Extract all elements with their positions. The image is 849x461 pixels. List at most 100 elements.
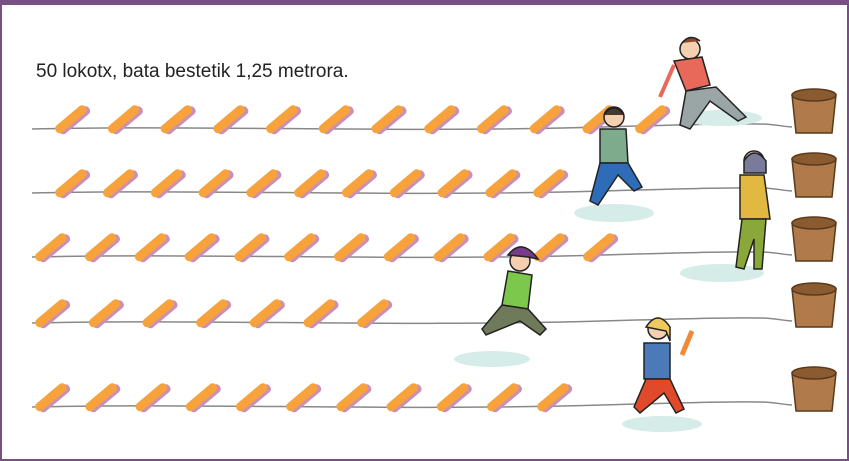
lane bbox=[32, 188, 792, 193]
shadow bbox=[454, 351, 530, 367]
shadow bbox=[680, 264, 764, 282]
carrot bbox=[581, 230, 619, 265]
carrot bbox=[382, 230, 420, 265]
carrot bbox=[633, 102, 671, 137]
shadow bbox=[622, 416, 702, 432]
carrot bbox=[33, 380, 71, 415]
basket-rim bbox=[792, 283, 836, 295]
carrot-body bbox=[141, 298, 176, 329]
carrot-body bbox=[106, 104, 141, 135]
carrot-body bbox=[581, 232, 616, 263]
carrot bbox=[53, 166, 91, 201]
carrot-body bbox=[302, 298, 337, 329]
carrot bbox=[106, 102, 144, 137]
carrots bbox=[33, 102, 671, 415]
carrot bbox=[133, 230, 171, 265]
basket bbox=[792, 153, 836, 197]
basket bbox=[792, 217, 836, 261]
carrot bbox=[149, 166, 187, 201]
carrot-body bbox=[84, 382, 119, 413]
carrot-body bbox=[317, 104, 352, 135]
carrot-body bbox=[134, 382, 169, 413]
caption: 50 lokotx, bata bestetik 1,25 metrora. bbox=[36, 61, 349, 83]
carrot bbox=[245, 166, 283, 201]
carrot bbox=[84, 380, 122, 415]
carrot bbox=[531, 166, 569, 201]
carrot bbox=[134, 380, 172, 415]
carrot-body bbox=[87, 298, 122, 329]
carrot-body bbox=[33, 232, 68, 263]
carrot-body bbox=[184, 382, 219, 413]
carrot bbox=[283, 230, 321, 265]
carrot-body bbox=[183, 232, 218, 263]
carrot-body bbox=[212, 104, 247, 135]
carrot bbox=[317, 102, 355, 137]
basket bbox=[792, 89, 836, 133]
carrot-body bbox=[423, 104, 458, 135]
carrot bbox=[435, 380, 473, 415]
carrot bbox=[33, 230, 71, 265]
carrot bbox=[83, 230, 121, 265]
carrot-body bbox=[355, 298, 390, 329]
carrot-body bbox=[245, 168, 280, 199]
carrot bbox=[184, 380, 222, 415]
basket bbox=[792, 283, 836, 327]
carrot-body bbox=[149, 168, 184, 199]
race-lanes bbox=[32, 124, 792, 407]
carrot bbox=[248, 296, 286, 331]
carrot-body bbox=[332, 232, 367, 263]
carrot-body bbox=[633, 104, 668, 135]
carrot-body bbox=[101, 168, 136, 199]
carrot-body bbox=[484, 168, 519, 199]
basket bbox=[792, 367, 836, 411]
carrot-body bbox=[485, 382, 520, 413]
carrot bbox=[475, 102, 513, 137]
carrot-body bbox=[83, 232, 118, 263]
carrot bbox=[385, 380, 423, 415]
carrot-body bbox=[53, 104, 88, 135]
carrot bbox=[141, 296, 179, 331]
carrot bbox=[264, 102, 302, 137]
carrot bbox=[484, 166, 522, 201]
carrot-body bbox=[53, 168, 88, 199]
carrot-body bbox=[531, 168, 566, 199]
carrot bbox=[528, 102, 566, 137]
carrot-body bbox=[340, 168, 375, 199]
carrot bbox=[194, 296, 232, 331]
carrot-body bbox=[283, 232, 318, 263]
carrot bbox=[212, 102, 250, 137]
baskets bbox=[792, 89, 836, 411]
carrot bbox=[183, 230, 221, 265]
carrot bbox=[33, 296, 71, 331]
carrot bbox=[340, 166, 378, 201]
carrot-body bbox=[475, 104, 510, 135]
carrot-body bbox=[33, 382, 68, 413]
carrot-body bbox=[33, 298, 68, 329]
carrot bbox=[485, 380, 523, 415]
carrot bbox=[436, 166, 474, 201]
carrot bbox=[370, 102, 408, 137]
carrot bbox=[292, 166, 330, 201]
child-blue bbox=[634, 318, 692, 413]
carrot-body bbox=[233, 232, 268, 263]
carrot-body bbox=[284, 382, 319, 413]
carrot bbox=[423, 102, 461, 137]
carrot bbox=[535, 380, 573, 415]
carrot-body bbox=[528, 104, 563, 135]
carrot-body bbox=[159, 104, 194, 135]
carrot bbox=[197, 166, 235, 201]
carrot-body bbox=[382, 232, 417, 263]
carrot bbox=[53, 102, 91, 137]
carrot bbox=[335, 380, 373, 415]
carrot bbox=[101, 166, 139, 201]
carrot-body bbox=[385, 382, 420, 413]
carrot-body bbox=[264, 104, 299, 135]
carrot-body bbox=[234, 382, 269, 413]
carrot bbox=[388, 166, 426, 201]
carrot bbox=[302, 296, 340, 331]
shadow bbox=[574, 204, 654, 222]
carrot-body bbox=[292, 168, 327, 199]
basket-rim bbox=[792, 153, 836, 165]
carrot bbox=[233, 230, 271, 265]
carrot-body bbox=[435, 382, 470, 413]
